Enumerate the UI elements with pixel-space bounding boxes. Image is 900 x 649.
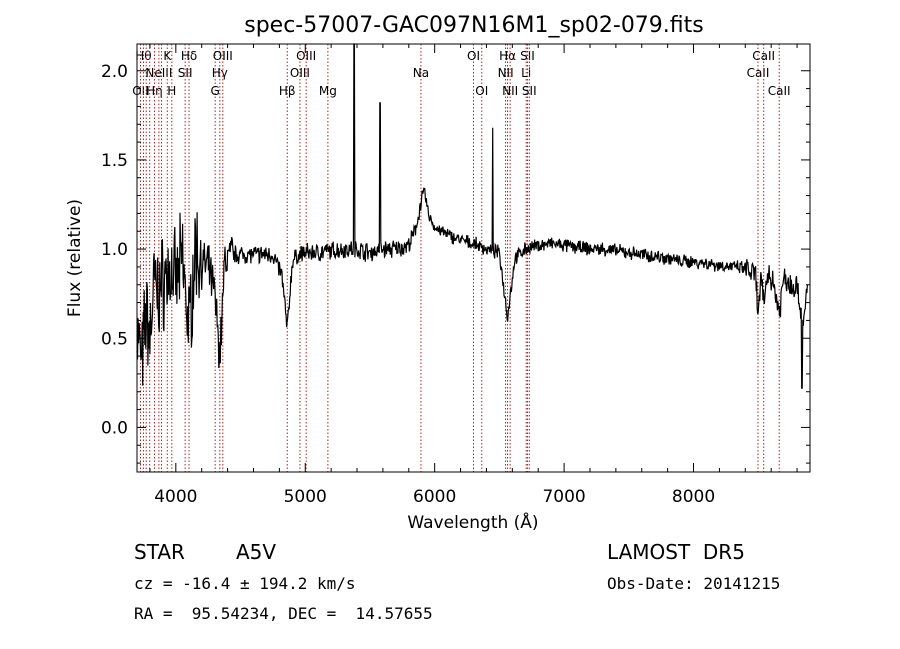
spectral-line-label-4: Hη — [146, 84, 163, 98]
spectral-line-label-10: Hδ — [181, 49, 197, 63]
spectral-line-label-8: H — [167, 84, 176, 98]
x-tick-label-0: 4000 — [154, 487, 197, 507]
spectral-line-label-14: Hβ — [279, 84, 296, 98]
spectral-line-markers: OIIHθHηNeIIIKHSIIHδGHγOIIIHβOIIIOIIIMgNa… — [132, 44, 791, 472]
spectral-line-label-5: NeIII — [145, 66, 172, 80]
spectral-line-label-11: G — [211, 84, 220, 98]
spectral-line-label-29: CaII — [768, 84, 791, 98]
spectral-line-label-23: NII — [502, 84, 518, 98]
spectral-line-label-16: OIII — [296, 49, 316, 63]
y-tick-label-4: 2.0 — [101, 62, 128, 82]
chart-title: spec-57007-GAC097N16M1_sp02-079.fits — [244, 13, 704, 38]
y-axis-label: Flux (relative) — [65, 199, 85, 317]
spectral-line-label-25: SII — [520, 49, 535, 63]
spectral-line-label-17: Mg — [319, 84, 337, 98]
x-tick-label-1: 5000 — [284, 487, 327, 507]
spectral-subclass: A5V — [236, 540, 277, 564]
y-tick-label-0: 0.0 — [101, 418, 128, 438]
spectral-line-label-26: SII — [522, 84, 537, 98]
spectral-line-label-9: SII — [178, 66, 193, 80]
y-tick-label-2: 1.0 — [101, 240, 128, 260]
spectral-line-label-15: OIII — [290, 66, 310, 80]
coordinates: RA = 95.54234, DEC = 14.57655 — [134, 604, 433, 623]
observation-date: Obs-Date: 20141215 — [607, 574, 781, 593]
spectral-line-label-12: Hγ — [212, 66, 228, 80]
survey-label: LAMOST DR5 — [607, 540, 745, 564]
axis-ticks: 4000 5000 6000 7000 8000 0.0 0.5 1.0 1.5 2.0 — [101, 44, 810, 507]
plot-frame — [136, 43, 811, 473]
spectral-line-label-24: Li — [521, 66, 531, 80]
x-axis-label: Wavelength (Å) — [407, 511, 538, 533]
spectral-line-label-1: Hθ — [135, 49, 151, 63]
spectral-line-label-21: NII — [498, 66, 514, 80]
spectral-line-label-22: Hα — [499, 49, 516, 63]
spectral-line-label-27: CaII — [747, 66, 770, 80]
object-class: STAR — [134, 540, 185, 564]
spectral-line-label-0: OII — [132, 84, 149, 98]
spectral-line-label-18: Na — [413, 66, 429, 80]
x-tick-label-4: 8000 — [672, 487, 715, 507]
spectral-line-label-13: OIII — [213, 49, 233, 63]
y-tick-label-3: 1.5 — [101, 151, 128, 171]
spectral-line-label-20: OI — [475, 84, 488, 98]
spectrum-series — [136, 43, 808, 389]
x-tick-label-3: 7000 — [542, 487, 585, 507]
spectral-line-label-7: K — [163, 49, 172, 63]
x-tick-label-2: 6000 — [413, 487, 456, 507]
spectrum-line — [136, 43, 808, 389]
spectral-line-label-28: CaII — [752, 49, 775, 63]
redshift-velocity: cz = -16.4 ± 194.2 km/s — [134, 574, 356, 593]
spectral-line-label-19: OI — [467, 49, 480, 63]
y-tick-label-1: 0.5 — [101, 329, 128, 349]
